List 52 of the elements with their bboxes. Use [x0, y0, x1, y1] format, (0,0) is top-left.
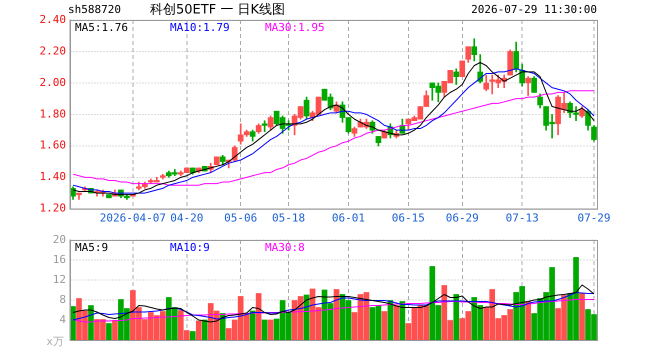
bar — [400, 301, 406, 340]
text: sh588720 — [68, 2, 121, 16]
y-tick-label: 1.80 — [40, 107, 66, 120]
bar — [106, 323, 112, 340]
bar — [112, 320, 118, 340]
x-tick-label: 05-06 — [224, 211, 258, 224]
y-tick-label: 2.40 — [40, 12, 66, 26]
x-tick-label: 07-13 — [506, 211, 539, 224]
y-tick-label: 4 — [59, 312, 66, 326]
x-tick-label: 06-01 — [332, 211, 366, 224]
bar — [190, 331, 196, 340]
bar — [250, 310, 256, 340]
x-tick-label: 07-29 — [577, 211, 611, 224]
bar — [388, 300, 394, 340]
y-tick-label: 20 — [52, 232, 66, 246]
bar — [382, 311, 388, 340]
text: MA10:9 — [170, 240, 210, 254]
text: 2026-07-29 11:30:00 — [471, 2, 597, 16]
bar — [202, 320, 208, 340]
bar — [262, 320, 268, 340]
x-tick-label: 2026-04-07 — [100, 211, 166, 224]
bar — [579, 293, 585, 340]
y-tick-label: 8 — [59, 292, 66, 306]
text: MA10:1.79 — [170, 20, 230, 34]
bar — [88, 305, 94, 340]
bar — [268, 320, 274, 340]
candlestick — [106, 194, 112, 198]
y-tick-label: 2.00 — [40, 76, 66, 89]
bar — [196, 320, 202, 340]
bar — [394, 305, 400, 340]
candlestick — [459, 60, 466, 77]
y-tick-label: 1.20 — [40, 202, 66, 215]
bar — [525, 301, 531, 340]
text: MA5:9 — [75, 240, 108, 254]
x-tick-label: 06-15 — [392, 211, 425, 224]
chart-title: 科创50ETF 一 日K线图 — [150, 2, 285, 18]
text: MA30:8 — [265, 240, 305, 254]
y-tick-label: 12 — [52, 272, 66, 286]
bar — [334, 289, 340, 340]
y-tick-label: 1.60 — [40, 138, 66, 152]
x-tick-label: 05-18 — [272, 211, 306, 224]
text: MA5:1.76 — [75, 20, 128, 34]
bar — [453, 294, 460, 340]
y-tick-label: 16 — [52, 252, 66, 266]
bar — [304, 294, 310, 340]
bar — [256, 293, 262, 340]
text: MA30:1.95 — [265, 20, 325, 34]
x-tick-label: 04-20 — [170, 211, 204, 224]
y-tick-label: 2.20 — [40, 44, 66, 58]
x-tick-label: 06-29 — [446, 211, 479, 224]
y-axis-title: x万 — [46, 334, 64, 348]
y-tick-label: 1.40 — [40, 170, 66, 184]
